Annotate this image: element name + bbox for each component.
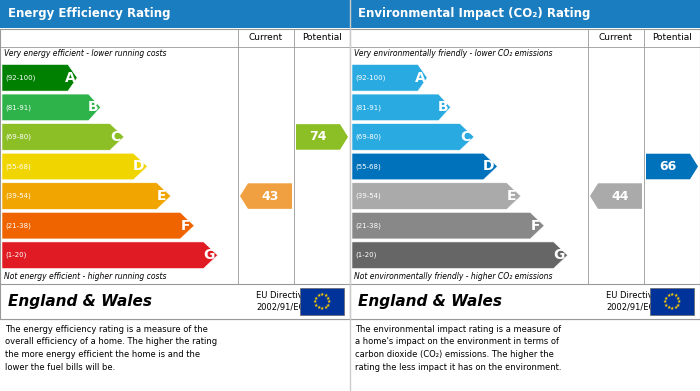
Text: ★: ★: [320, 306, 324, 311]
Text: ★: ★: [323, 305, 328, 310]
Text: ★: ★: [664, 303, 668, 307]
Text: G: G: [553, 248, 564, 262]
Text: (92-100): (92-100): [355, 75, 386, 81]
Text: ★: ★: [664, 296, 668, 301]
Polygon shape: [2, 124, 124, 150]
Text: The environmental impact rating is a measure of
a home's impact on the environme: The environmental impact rating is a mea…: [355, 325, 561, 371]
Text: ★: ★: [666, 305, 671, 310]
Text: ★: ★: [327, 299, 331, 304]
Text: ★: ★: [676, 296, 680, 301]
Polygon shape: [2, 212, 194, 239]
Text: ★: ★: [323, 293, 328, 298]
Text: (21-38): (21-38): [355, 222, 381, 229]
Bar: [300, 288, 344, 315]
Text: 44: 44: [611, 190, 629, 203]
Text: A: A: [415, 71, 426, 85]
Text: ★: ★: [670, 292, 674, 297]
Text: ★: ★: [320, 292, 324, 297]
Text: (69-80): (69-80): [5, 134, 31, 140]
Text: ★: ★: [676, 303, 680, 307]
Text: F: F: [181, 219, 190, 233]
Text: E: E: [507, 189, 517, 203]
Text: (81-91): (81-91): [355, 104, 381, 111]
Text: Not environmentally friendly - higher CO₂ emissions: Not environmentally friendly - higher CO…: [354, 272, 552, 281]
Polygon shape: [352, 65, 427, 91]
Text: The energy efficiency rating is a measure of the
overall efficiency of a home. T: The energy efficiency rating is a measur…: [5, 325, 217, 371]
Text: Energy Efficiency Rating: Energy Efficiency Rating: [8, 7, 171, 20]
Polygon shape: [352, 94, 451, 121]
Text: Potential: Potential: [652, 34, 692, 43]
Text: B: B: [88, 100, 98, 114]
Text: 43: 43: [261, 190, 279, 203]
Text: ★: ★: [666, 293, 671, 298]
Bar: [350, 0, 700, 28]
Bar: [0, 0, 350, 28]
Text: 66: 66: [659, 160, 677, 173]
Text: Very environmentally friendly - lower CO₂ emissions: Very environmentally friendly - lower CO…: [354, 49, 552, 58]
Text: EU Directive
2002/91/EC: EU Directive 2002/91/EC: [256, 291, 308, 312]
Polygon shape: [352, 212, 544, 239]
Text: A: A: [65, 71, 76, 85]
Bar: [350, 29, 700, 319]
Bar: [650, 288, 694, 315]
Text: Potential: Potential: [302, 34, 342, 43]
Text: ★: ★: [326, 303, 330, 307]
Text: G: G: [203, 248, 214, 262]
Text: ★: ★: [673, 305, 678, 310]
Text: Very energy efficient - lower running costs: Very energy efficient - lower running co…: [4, 49, 167, 58]
Text: (92-100): (92-100): [5, 75, 36, 81]
Text: ★: ★: [314, 303, 318, 307]
Polygon shape: [2, 183, 171, 209]
Text: ★: ★: [663, 299, 667, 304]
Text: (39-54): (39-54): [355, 193, 381, 199]
Bar: [0, 29, 350, 319]
Polygon shape: [352, 242, 568, 269]
Polygon shape: [296, 124, 348, 150]
Text: England & Wales: England & Wales: [8, 294, 152, 309]
Text: D: D: [133, 160, 144, 174]
Polygon shape: [590, 183, 642, 209]
Text: EU Directive
2002/91/EC: EU Directive 2002/91/EC: [606, 291, 658, 312]
Text: Not energy efficient - higher running costs: Not energy efficient - higher running co…: [4, 272, 167, 281]
Polygon shape: [2, 242, 218, 269]
Polygon shape: [646, 154, 698, 179]
Text: ★: ★: [677, 299, 681, 304]
Text: ★: ★: [316, 305, 321, 310]
Text: England & Wales: England & Wales: [358, 294, 502, 309]
Text: D: D: [483, 160, 494, 174]
Text: C: C: [460, 130, 470, 144]
Text: B: B: [438, 100, 448, 114]
Text: (55-68): (55-68): [5, 163, 31, 170]
Text: C: C: [110, 130, 120, 144]
Text: ★: ★: [326, 296, 330, 301]
Polygon shape: [2, 153, 148, 180]
Text: ★: ★: [314, 296, 318, 301]
Text: ★: ★: [670, 306, 674, 311]
Text: ★: ★: [313, 299, 317, 304]
Polygon shape: [2, 65, 77, 91]
Text: (69-80): (69-80): [355, 134, 381, 140]
Text: E: E: [157, 189, 167, 203]
Polygon shape: [352, 124, 474, 150]
Polygon shape: [2, 94, 101, 121]
Text: 74: 74: [309, 131, 327, 143]
Text: Environmental Impact (CO₂) Rating: Environmental Impact (CO₂) Rating: [358, 7, 590, 20]
Text: (1-20): (1-20): [5, 252, 27, 258]
Polygon shape: [240, 183, 292, 209]
Text: ★: ★: [316, 293, 321, 298]
Text: (1-20): (1-20): [355, 252, 377, 258]
Text: (81-91): (81-91): [5, 104, 31, 111]
Text: ★: ★: [673, 293, 678, 298]
Text: (21-38): (21-38): [5, 222, 31, 229]
Polygon shape: [352, 183, 521, 209]
Polygon shape: [352, 153, 498, 180]
Text: (39-54): (39-54): [5, 193, 31, 199]
Text: Current: Current: [249, 34, 283, 43]
Text: F: F: [531, 219, 540, 233]
Bar: [350, 284, 700, 319]
Bar: [0, 284, 350, 319]
Text: (55-68): (55-68): [355, 163, 381, 170]
Text: Current: Current: [599, 34, 633, 43]
